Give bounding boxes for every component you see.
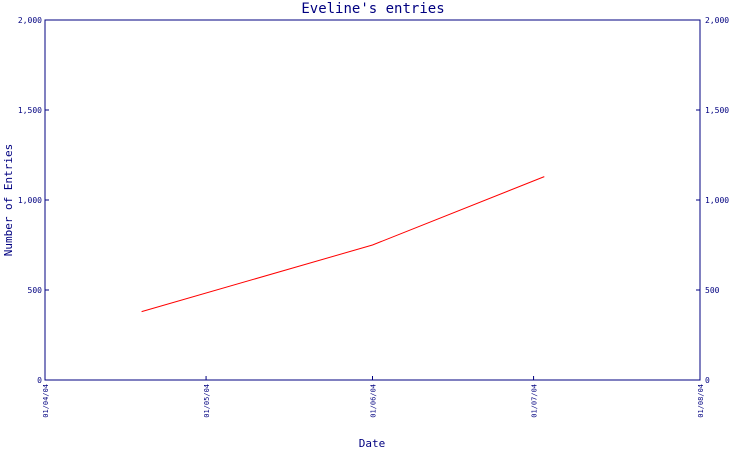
y-tick-label-right: 500 <box>705 286 720 295</box>
y-axis-right: 0 500 1,000 1,500 2,000 <box>696 16 729 385</box>
x-tick-label: 01/05/04 <box>203 384 211 418</box>
y-tick-label-right: 2,000 <box>705 16 729 25</box>
y-tick-label-right: 1,500 <box>705 106 729 115</box>
y-tick-label-right: 0 <box>705 376 710 385</box>
y-tick-label-right: 1,000 <box>705 196 729 205</box>
x-axis-label: Date <box>359 437 386 450</box>
x-tick-label: 01/08/04 <box>697 384 705 418</box>
y-tick-label-left: 0 <box>37 376 42 385</box>
series-layer <box>141 176 545 313</box>
chart-title: Eveline's entries <box>301 1 444 17</box>
series-line <box>141 176 545 313</box>
plot-area <box>44 19 701 381</box>
x-tick-label: 01/07/04 <box>531 384 539 418</box>
y-tick-label-left: 1,500 <box>18 106 42 115</box>
x-tick-label: 01/06/04 <box>370 384 378 418</box>
y-tick-label-left: 1,000 <box>18 196 42 205</box>
x-tick-label: 01/04/04 <box>42 384 50 418</box>
y-axis-label: Number of Entries <box>2 144 15 257</box>
y-tick-label-left: 2,000 <box>18 16 42 25</box>
y-tick-label-left: 500 <box>28 286 43 295</box>
x-axis: 01/04/04 01/05/04 01/06/04 01/07/04 01/08/04 <box>42 376 705 418</box>
y-axis-left: 0 500 1,000 1,500 2,000 <box>18 16 49 385</box>
